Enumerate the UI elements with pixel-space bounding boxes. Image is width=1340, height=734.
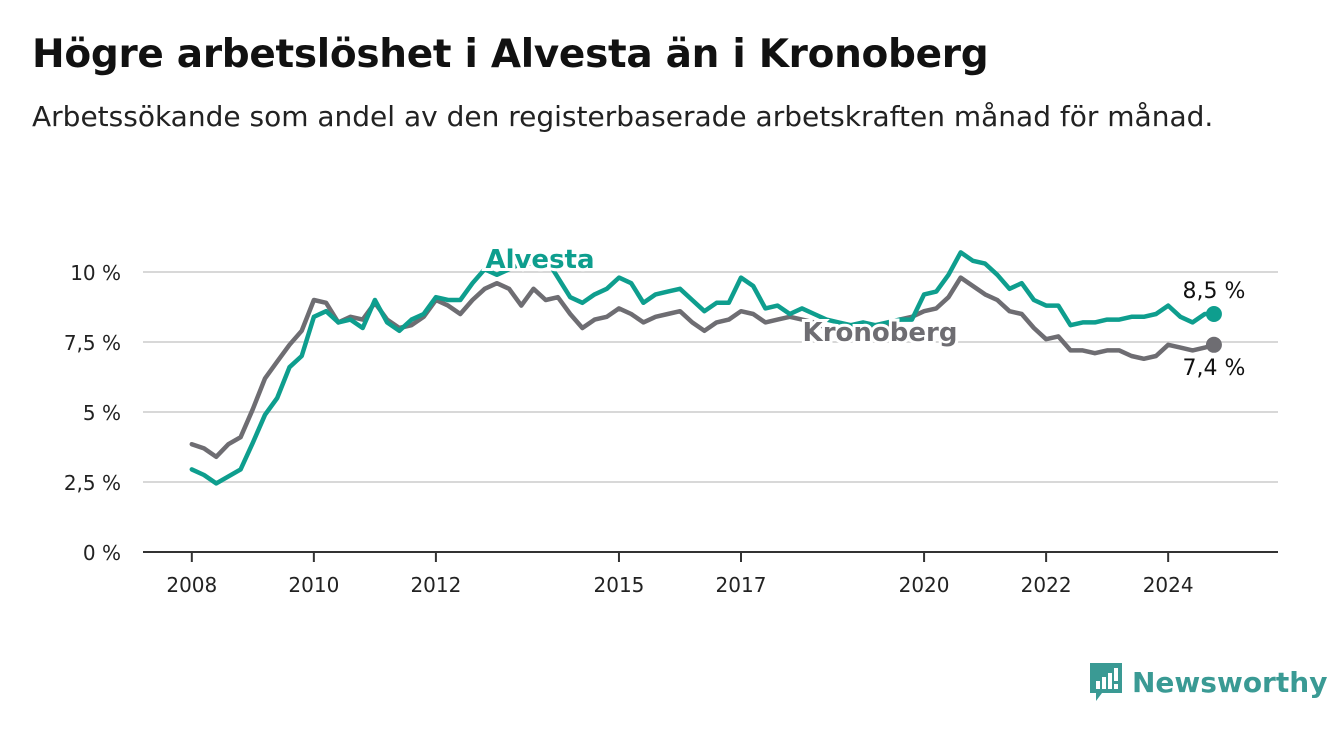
series-labels: Alvesta Kronoberg 8,5 % 7,4 % [482, 242, 1245, 381]
x-tick-label: 2024 [1143, 573, 1194, 597]
series-line-alvesta [189, 250, 1217, 486]
chart-title: Högre arbetslöshet i Alvesta än i Kronob… [32, 32, 989, 77]
x-tick-label: 2010 [288, 573, 339, 597]
end-value-label-alvesta: 8,5 % [1182, 279, 1245, 304]
end-point-alvesta [1205, 306, 1222, 322]
brand-name: Newsworthy [1132, 665, 1328, 699]
y-tick-label: 7,5 % [64, 331, 121, 355]
chart-subtitle: Arbetssökande som andel av den registerb… [32, 100, 1214, 133]
series-line-kronoberg [189, 275, 1217, 460]
x-tick-label: 2020 [899, 573, 950, 597]
grid-lines [143, 271, 1278, 553]
series-lines [189, 250, 1222, 486]
end-value-label-kronoberg: 7,4 % [1182, 356, 1245, 381]
x-axis-ticks: 2008 2010 2012 2015 2017 2020 2022 2024 [166, 552, 1194, 597]
brand[interactable]: Newsworthy [1088, 660, 1327, 704]
end-point-kronoberg [1205, 336, 1222, 353]
y-tick-label: 0 % [83, 541, 121, 565]
y-tick-label: 10 % [70, 261, 121, 285]
x-tick-label: 2022 [1021, 573, 1072, 597]
x-tick-label: 2015 [594, 573, 645, 597]
y-tick-label: 2,5 % [64, 471, 121, 495]
x-tick-label: 2012 [410, 573, 461, 597]
newsworthy-logo-icon [1090, 663, 1122, 701]
y-axis-ticks: 0 % 2,5 % 5 % 7,5 % 10 % [64, 261, 121, 565]
x-tick-label: 2017 [716, 573, 767, 597]
series-label-alvesta: Alvesta [485, 245, 594, 275]
series-label-kronoberg: Kronoberg [803, 318, 958, 348]
y-tick-label: 5 % [83, 401, 121, 425]
x-tick-label: 2008 [166, 573, 217, 597]
